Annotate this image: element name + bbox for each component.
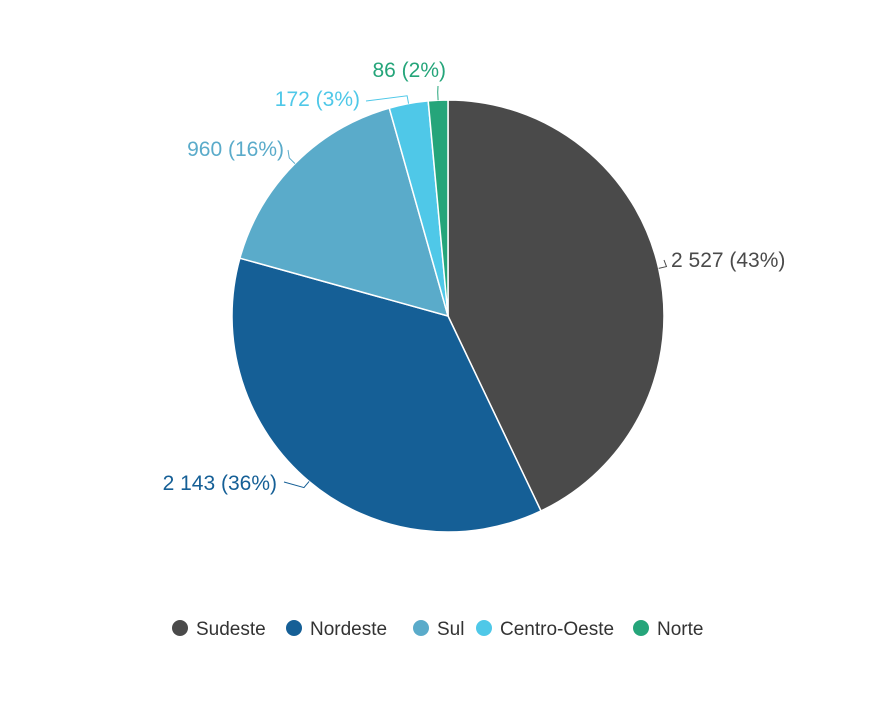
leader-line-sul — [287, 149, 296, 164]
legend-label-norte: Norte — [657, 619, 703, 640]
leader-line-nordeste — [283, 481, 310, 489]
data-label-norte: 86 (2%) — [372, 59, 446, 82]
legend-marker-nordeste — [286, 620, 302, 636]
pie-slice-sul[interactable] — [238, 107, 450, 318]
pie-slices — [231, 99, 665, 533]
pie-slice-nordeste[interactable] — [231, 257, 542, 533]
legend-item-sudeste[interactable]: Sudeste — [172, 619, 266, 640]
legend-label-centro-oeste: Centro-Oeste — [500, 619, 614, 640]
label-leader-lines — [283, 85, 668, 489]
pie-slice-norte[interactable] — [427, 99, 449, 317]
legend-item-norte[interactable]: Norte — [633, 619, 703, 640]
data-label-centro-oeste: 172 (3%) — [275, 88, 360, 111]
legend-item-sul[interactable]: Sul — [413, 619, 464, 640]
legend-item-nordeste[interactable]: Nordeste — [286, 619, 387, 640]
data-label-nordeste: 2 143 (36%) — [163, 472, 277, 495]
leader-line-sudeste — [658, 259, 668, 269]
legend-marker-sudeste — [172, 620, 188, 636]
legend-marker-norte — [633, 620, 649, 636]
legend-marker-centro-oeste — [476, 620, 492, 636]
data-label-sul: 960 (16%) — [187, 138, 284, 161]
legend-label-sul: Sul — [437, 619, 464, 640]
legend-marker-sul — [413, 620, 429, 636]
legend-label-nordeste: Nordeste — [310, 619, 387, 640]
legend-item-centro-oeste[interactable]: Centro-Oeste — [476, 619, 614, 640]
legend: Sudeste Nordeste Sul Centro-Oeste Norte — [172, 619, 703, 640]
data-labels: 2 527 (43%) 2 143 (36%) 960 (16%) 172 (3%) 8… — [163, 59, 786, 495]
leader-line-centro-oeste — [365, 95, 410, 104]
legend-label-sudeste: Sudeste — [196, 619, 266, 640]
data-label-sudeste: 2 527 (43%) — [671, 249, 785, 272]
